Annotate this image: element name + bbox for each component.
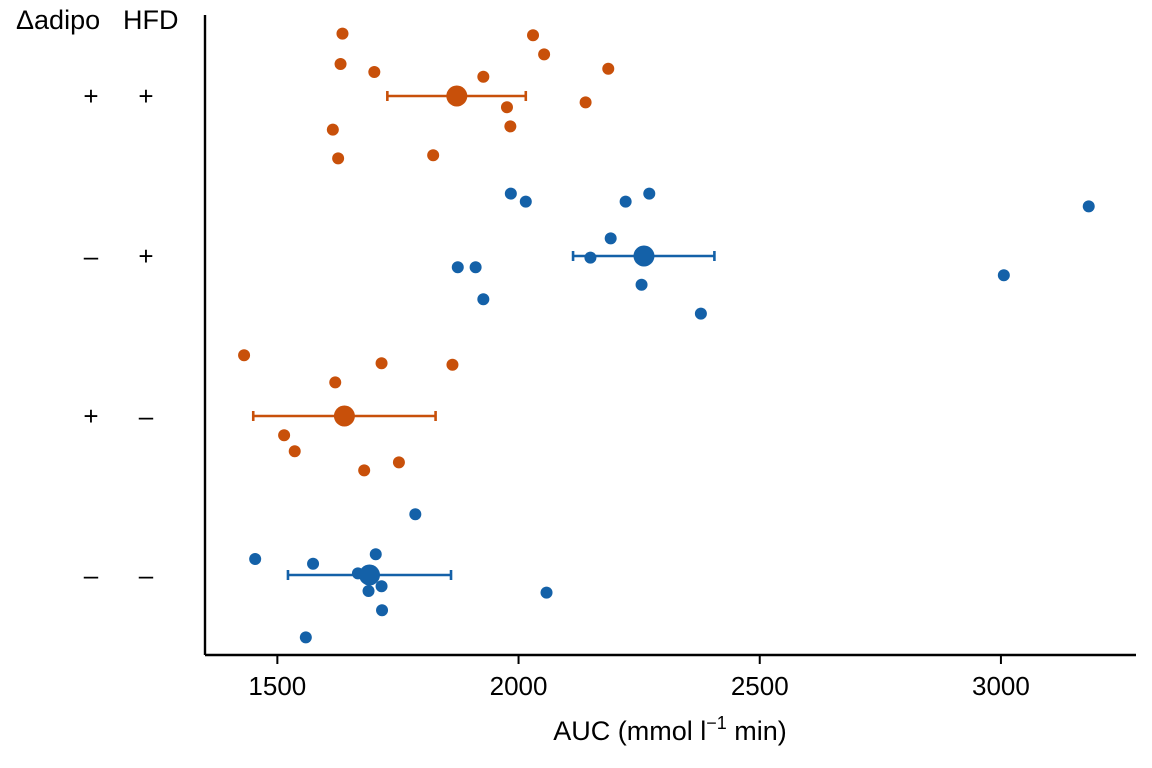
row-labels: + + – + + – – – bbox=[83, 81, 153, 590]
data-point bbox=[451, 261, 464, 274]
data-point bbox=[538, 48, 551, 61]
data-point bbox=[427, 149, 440, 162]
row-2-hfd-label: – bbox=[139, 401, 154, 431]
data-point bbox=[643, 187, 656, 200]
data-point bbox=[332, 152, 345, 165]
data-point bbox=[307, 557, 320, 570]
data-point bbox=[376, 604, 389, 617]
x-axis-title-main: AUC (mmol l bbox=[553, 716, 706, 746]
data-point bbox=[527, 29, 540, 42]
data-point bbox=[1082, 200, 1095, 213]
data-point bbox=[334, 58, 347, 70]
data-point bbox=[375, 357, 388, 370]
row-2-adipo-label: + bbox=[83, 401, 98, 431]
row-1-adipo-label: – bbox=[84, 241, 99, 271]
data-point bbox=[469, 261, 482, 274]
data-point bbox=[238, 349, 251, 362]
data-point bbox=[392, 456, 405, 469]
data-point bbox=[694, 307, 707, 320]
x-tick-label-1500: 1500 bbox=[248, 671, 306, 701]
data-point bbox=[369, 548, 382, 561]
data-point bbox=[358, 464, 371, 477]
x-tick-label-2500: 2500 bbox=[731, 671, 789, 701]
x-axis-title-superscript: −1 bbox=[706, 713, 727, 733]
data-point bbox=[329, 376, 342, 389]
data-point bbox=[500, 101, 513, 114]
data-point bbox=[540, 586, 553, 599]
series-group-0 bbox=[326, 27, 615, 165]
data-point bbox=[519, 195, 532, 208]
data-point bbox=[477, 70, 490, 83]
row-3-hfd-label: – bbox=[139, 560, 154, 590]
data-point bbox=[362, 585, 375, 597]
series-group-2 bbox=[238, 349, 459, 477]
x-tick-label-3000: 3000 bbox=[972, 671, 1030, 701]
data-point bbox=[409, 508, 422, 521]
data-point bbox=[604, 232, 617, 245]
data-point bbox=[299, 631, 312, 644]
row-3-adipo-label: – bbox=[84, 560, 99, 590]
x-axis-title-tail: min) bbox=[727, 716, 787, 746]
header-adipo-label: Δadipo bbox=[16, 5, 100, 35]
data-point bbox=[619, 195, 632, 208]
data-point bbox=[635, 278, 648, 291]
data-point bbox=[504, 187, 517, 200]
row-0-hfd-label: + bbox=[138, 81, 153, 111]
series-group-3 bbox=[249, 508, 553, 644]
mean-point bbox=[358, 564, 380, 586]
data-point bbox=[288, 445, 301, 458]
mean-point bbox=[333, 405, 355, 427]
data-point bbox=[278, 429, 291, 442]
data-point bbox=[375, 580, 388, 593]
data-point bbox=[368, 66, 381, 78]
data-point bbox=[997, 269, 1010, 282]
mean-point bbox=[633, 245, 655, 267]
axes bbox=[203, 15, 1136, 657]
data-point bbox=[584, 251, 597, 264]
x-axis-ticks: 1500 2000 2500 3000 bbox=[248, 655, 1030, 701]
data-point bbox=[336, 27, 349, 40]
data-series bbox=[238, 27, 1095, 644]
series-group-1 bbox=[451, 187, 1095, 320]
data-point bbox=[477, 293, 490, 306]
data-point bbox=[504, 120, 517, 133]
data-point bbox=[249, 553, 262, 565]
data-point bbox=[602, 62, 615, 75]
header-hfd-label: HFD bbox=[123, 5, 179, 35]
x-tick-label-2000: 2000 bbox=[490, 671, 548, 701]
mean-point bbox=[446, 85, 468, 107]
row-0-adipo-label: + bbox=[83, 81, 98, 111]
data-point bbox=[446, 358, 459, 371]
row-header-labels: Δadipo HFD bbox=[16, 5, 179, 35]
x-axis-title: AUC (mmol l−1 min) bbox=[553, 713, 787, 746]
row-1-hfd-label: + bbox=[138, 241, 153, 271]
data-point bbox=[579, 96, 592, 109]
data-point bbox=[326, 123, 339, 136]
